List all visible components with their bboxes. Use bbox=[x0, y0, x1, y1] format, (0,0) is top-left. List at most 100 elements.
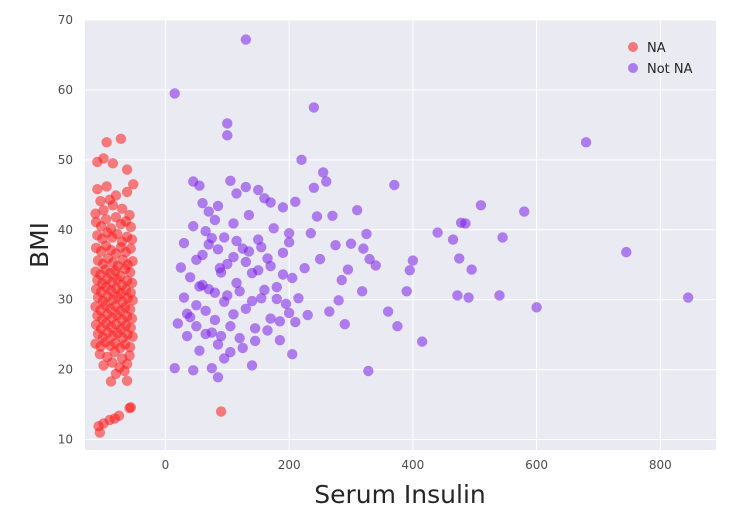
data-point-not-na bbox=[172, 318, 183, 329]
data-point-not-na bbox=[212, 200, 224, 212]
data-point-not-na bbox=[175, 262, 187, 273]
x-tick-label: 400 bbox=[401, 458, 424, 472]
data-point-not-na bbox=[342, 264, 354, 275]
data-point-not-na bbox=[249, 323, 261, 334]
legend-label-not-na: Not NA bbox=[647, 62, 693, 77]
data-point-not-na bbox=[682, 292, 694, 303]
data-point-not-na bbox=[234, 332, 245, 344]
data-point-not-na bbox=[197, 197, 208, 209]
data-point-na bbox=[94, 427, 106, 438]
data-point-not-na bbox=[283, 237, 295, 248]
data-point-na bbox=[110, 368, 122, 379]
data-point-not-na bbox=[345, 238, 357, 249]
data-point-not-na bbox=[169, 88, 180, 99]
data-point-not-na bbox=[169, 362, 180, 374]
data-point-not-na bbox=[351, 204, 363, 216]
data-point-not-na bbox=[212, 372, 224, 383]
data-point-not-na bbox=[209, 314, 221, 326]
data-point-not-na bbox=[271, 281, 282, 293]
data-point-not-na bbox=[287, 349, 298, 360]
data-point-not-na bbox=[262, 325, 273, 336]
data-point-na bbox=[115, 133, 127, 145]
data-point-na bbox=[125, 221, 136, 233]
data-point-na bbox=[124, 342, 136, 353]
data-point-not-na bbox=[225, 175, 236, 187]
x-tick-label: 600 bbox=[525, 458, 548, 472]
data-point-not-na bbox=[333, 295, 344, 306]
legend-marker-na bbox=[628, 42, 638, 52]
y-tick-label: 30 bbox=[58, 293, 73, 307]
data-point-na bbox=[98, 360, 109, 371]
data-point-not-na bbox=[231, 188, 242, 199]
data-point-not-na bbox=[302, 309, 313, 321]
data-point-not-na bbox=[339, 318, 351, 330]
data-point-na bbox=[127, 295, 138, 306]
data-point-not-na bbox=[231, 277, 242, 289]
data-point-not-na bbox=[240, 303, 252, 314]
tick-labels: 0 200 400 600 800 10 20 30 40 50 60 70 bbox=[58, 13, 672, 472]
data-point-not-na bbox=[215, 267, 227, 278]
data-point-not-na bbox=[308, 182, 320, 194]
data-point-not-na bbox=[265, 260, 276, 272]
data-point-not-na bbox=[283, 228, 295, 239]
data-point-not-na bbox=[280, 298, 292, 310]
y-tick-label: 10 bbox=[58, 433, 73, 447]
legend-label-na: NA bbox=[647, 41, 666, 56]
data-point-not-na bbox=[475, 200, 487, 211]
data-point-not-na bbox=[277, 202, 289, 213]
data-point-not-na bbox=[454, 253, 465, 264]
data-point-not-na bbox=[200, 328, 211, 340]
data-point-not-na bbox=[296, 154, 307, 166]
data-point-na bbox=[127, 256, 138, 267]
data-point-na bbox=[101, 181, 112, 192]
data-point-not-na bbox=[184, 272, 196, 283]
y-tick-label: 70 bbox=[58, 13, 73, 27]
data-point-not-na bbox=[277, 247, 289, 259]
data-point-not-na bbox=[203, 283, 214, 295]
data-point-na bbox=[109, 346, 120, 358]
data-point-not-na bbox=[228, 251, 239, 263]
y-tick-label: 50 bbox=[58, 153, 73, 167]
data-point-na bbox=[107, 357, 118, 368]
data-point-na bbox=[215, 406, 227, 417]
data-point-na bbox=[125, 402, 136, 413]
data-point-not-na bbox=[455, 217, 467, 228]
y-axis-label: BMI bbox=[25, 222, 54, 268]
data-point-not-na bbox=[259, 284, 270, 296]
data-point-na bbox=[124, 267, 136, 278]
data-point-not-na bbox=[197, 249, 208, 261]
data-point-na bbox=[101, 137, 112, 148]
data-point-not-na bbox=[249, 335, 261, 347]
data-point-not-na bbox=[234, 286, 245, 297]
data-point-not-na bbox=[452, 290, 463, 301]
data-point-not-na bbox=[218, 353, 230, 364]
data-point-not-na bbox=[290, 196, 301, 207]
data-point-not-na bbox=[191, 300, 202, 311]
data-point-not-na bbox=[447, 234, 459, 245]
data-point-not-na bbox=[240, 181, 252, 193]
legend: NA Not NA bbox=[628, 41, 693, 77]
data-point-not-na bbox=[178, 237, 190, 249]
data-point-not-na bbox=[194, 180, 205, 191]
data-point-not-na bbox=[361, 228, 372, 240]
data-point-not-na bbox=[228, 218, 239, 229]
data-point-na bbox=[90, 208, 101, 219]
data-point-not-na bbox=[290, 316, 301, 328]
data-point-not-na bbox=[389, 179, 400, 191]
data-point-not-na bbox=[237, 342, 248, 354]
data-point-not-na bbox=[401, 286, 412, 297]
data-point-not-na bbox=[212, 244, 224, 255]
data-point-not-na bbox=[246, 295, 258, 307]
y-tick-label: 60 bbox=[58, 83, 73, 97]
data-point-na bbox=[116, 203, 128, 214]
data-point-not-na bbox=[621, 246, 632, 258]
data-point-not-na bbox=[494, 290, 505, 301]
data-point-not-na bbox=[317, 167, 329, 178]
data-point-not-na bbox=[314, 253, 326, 265]
data-point-not-na bbox=[265, 313, 276, 324]
x-tick-label: 200 bbox=[278, 458, 301, 472]
data-point-na bbox=[100, 214, 112, 225]
data-point-not-na bbox=[200, 225, 211, 237]
data-point-na bbox=[95, 195, 106, 207]
